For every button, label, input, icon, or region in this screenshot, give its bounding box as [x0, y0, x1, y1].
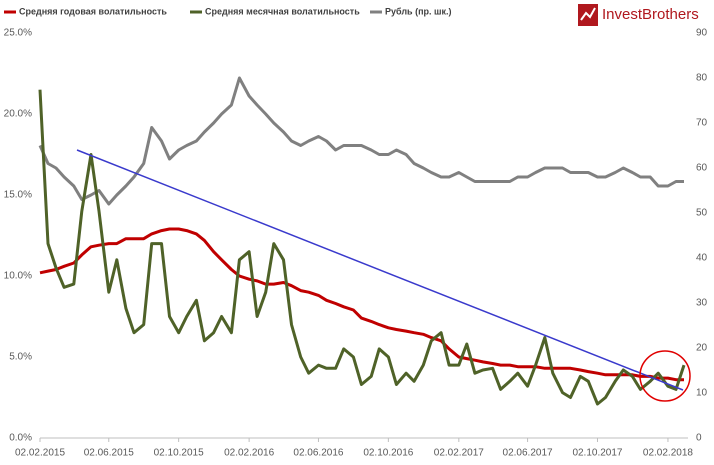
y2-tick-label: 90 — [696, 28, 708, 39]
x-tick-label: 02.10.2016 — [363, 448, 413, 459]
y-tick-label: 0.0% — [9, 433, 32, 444]
x-tick-label: 02.02.2017 — [434, 448, 484, 459]
logo: InvestBrothers — [578, 4, 699, 26]
x-tick-label: 02.10.2017 — [572, 448, 622, 459]
y-tick-label: 10.0% — [4, 271, 32, 282]
x-tick-label: 02.06.2017 — [503, 448, 553, 459]
y2-tick-label: 30 — [696, 298, 708, 309]
x-tick-label: 02.02.2018 — [643, 448, 693, 459]
y-tick-label: 15.0% — [4, 190, 32, 201]
y2-tick-label: 60 — [696, 163, 708, 174]
y2-tick-label: 50 — [696, 208, 708, 219]
y2-tick-label: 70 — [696, 118, 708, 129]
y2-tick-label: 0 — [696, 433, 702, 444]
logo-text: InvestBrothers — [602, 6, 699, 23]
series-line — [38, 89, 686, 406]
y2-tick-label: 20 — [696, 343, 708, 354]
x-tick-label: 02.10.2015 — [154, 448, 204, 459]
y2-tick-label: 10 — [696, 388, 708, 399]
series-line — [38, 76, 684, 206]
y2-tick-label: 40 — [696, 253, 708, 264]
y-tick-label: 20.0% — [4, 109, 32, 120]
legend-label: Рубль (пр. шк.) — [385, 6, 452, 16]
x-tick-label: 02.06.2016 — [293, 448, 343, 459]
y2-tick-label: 80 — [696, 73, 708, 84]
series-line — [39, 227, 684, 382]
y-tick-label: 25.0% — [4, 28, 32, 39]
trend-line — [76, 149, 684, 391]
highlight-circle — [639, 350, 691, 402]
legend-label: Средняя годовая волатильность — [19, 6, 167, 16]
y-tick-label: 5.0% — [9, 352, 32, 363]
x-tick-label: 02.02.2015 — [15, 448, 65, 459]
x-tick-label: 02.02.2016 — [224, 448, 274, 459]
logo-arrow — [580, 7, 596, 21]
legend-label: Средняя месячная волатильность — [205, 6, 360, 16]
x-tick-label: 02.06.2015 — [84, 448, 134, 459]
